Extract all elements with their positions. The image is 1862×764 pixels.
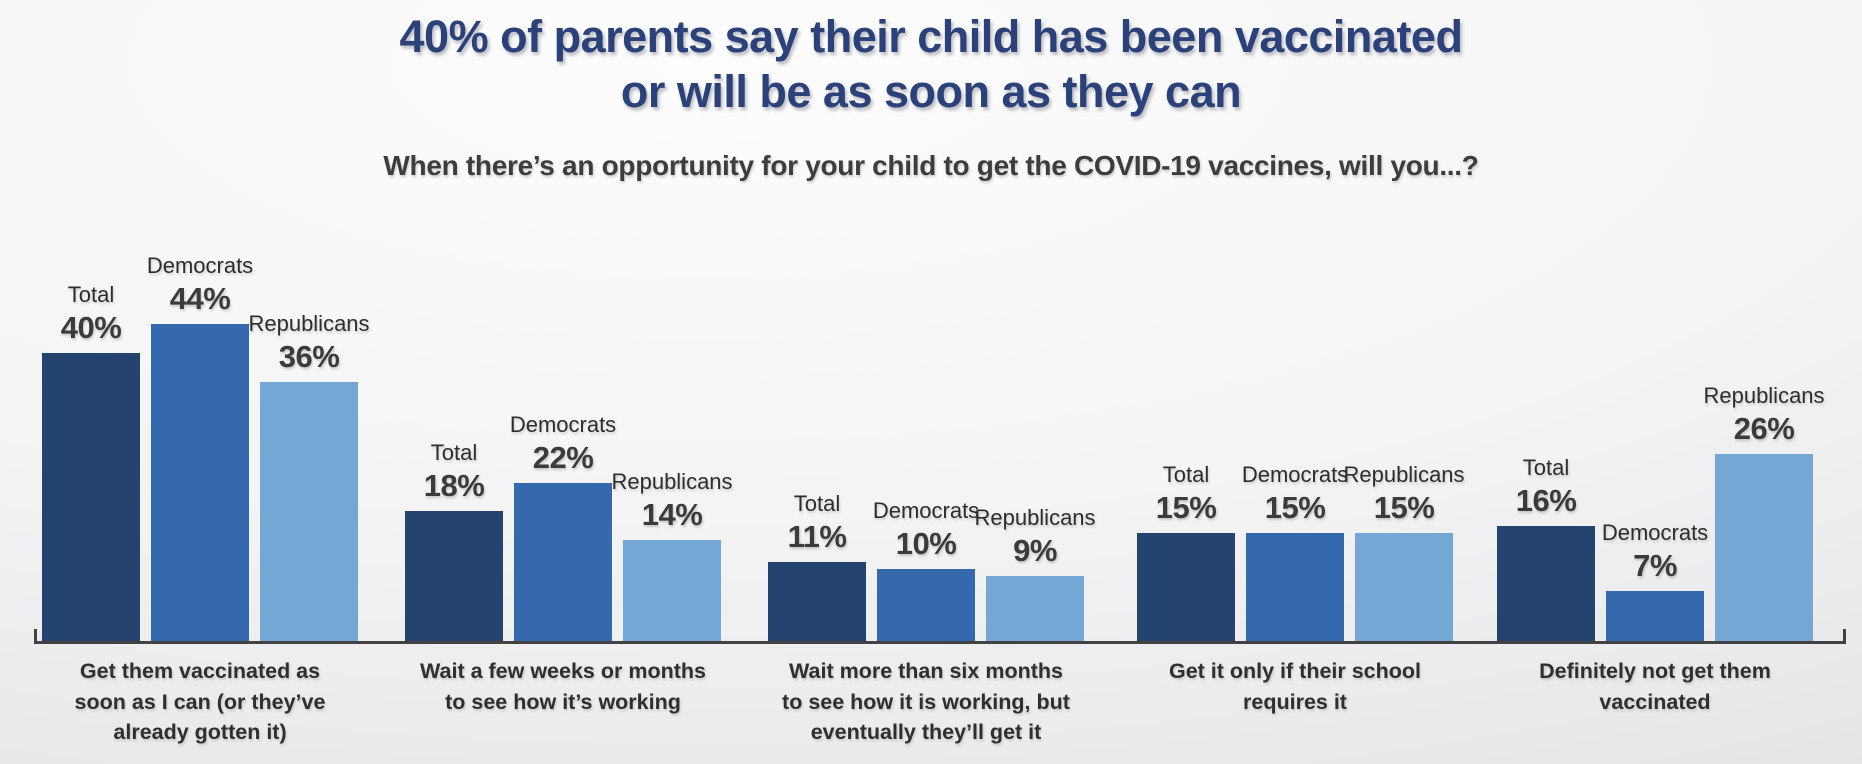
bar-column-total: Total 18% (405, 440, 503, 641)
bar-republicans (623, 540, 721, 641)
chart-subtitle: When there’s an opportunity for your chi… (383, 150, 1479, 181)
category-label-5: Definitely not get them vaccinated (1539, 659, 1771, 714)
bar-democrats (151, 324, 249, 641)
bar-republicans (986, 576, 1084, 641)
value-label-democrats: 15% (1264, 490, 1326, 525)
value-label-democrats: 10% (895, 526, 957, 561)
category-label-2: Wait a few weeks or months to see how it… (420, 659, 706, 714)
bar-column-total: Total 16% (1497, 455, 1595, 641)
bar-column-democrats: Democrats 22% (510, 412, 616, 641)
bar-republicans (260, 382, 358, 641)
value-label-democrats: 22% (532, 440, 594, 475)
value-label-total: 40% (60, 310, 122, 345)
category-label-3: Wait more than six months to see how it … (782, 659, 1070, 745)
bar-column-total: Total 11% (768, 491, 866, 641)
bar-group-5: Total 16% Democrats 7% Republicans 26% (1497, 383, 1825, 641)
bar-group-4: Total 15% Democrats 15% Republicans 15% (1137, 462, 1465, 641)
chart-title: 40% of parents say their child has been … (0, 10, 1862, 120)
bar-column-democrats: Democrats 7% (1602, 520, 1708, 641)
bar-democrats (1246, 533, 1344, 641)
category-label-1: Get them vaccinated as soon as I can (or… (74, 659, 326, 745)
bar-column-total: Total 15% (1137, 462, 1235, 641)
bar-column-republicans: Republicans 14% (611, 469, 733, 641)
value-label-republicans: 26% (1733, 411, 1795, 446)
series-label-total: Total (1522, 455, 1570, 480)
series-label-total: Total (793, 491, 841, 516)
bar-column-republicans: Republicans 26% (1703, 383, 1825, 641)
bar-column-republicans: Republicans 9% (974, 505, 1096, 641)
series-label-democrats: Democrats (1241, 462, 1349, 487)
series-label-total: Total (430, 440, 478, 465)
bar-total (405, 511, 503, 641)
series-label-total: Total (1162, 462, 1210, 487)
bar-column-democrats: Democrats 44% (147, 253, 253, 641)
bar-group-1: Total 40% Democrats 44% Republicans 36% (42, 253, 370, 641)
bar-total (42, 353, 140, 641)
bar-column-democrats: Democrats 15% (1242, 462, 1348, 641)
value-label-republicans: 14% (641, 497, 703, 532)
bar-column-republicans: Republicans 15% (1343, 462, 1465, 641)
bar-column-total: Total 40% (42, 282, 140, 641)
series-label-democrats: Democrats (1601, 520, 1709, 545)
bar-total (1497, 526, 1595, 641)
value-label-total: 15% (1155, 490, 1217, 525)
series-label-republicans: Republicans (974, 505, 1096, 530)
x-axis-line (34, 629, 1846, 644)
bar-total (1137, 533, 1235, 641)
series-label-democrats: Democrats (509, 412, 617, 437)
value-label-republicans: 36% (278, 339, 340, 374)
value-label-democrats: 44% (169, 281, 231, 316)
value-label-total: 18% (423, 468, 485, 503)
bar-democrats (877, 569, 975, 641)
category-label-4: Get it only if their school requires it (1168, 659, 1422, 714)
value-label-democrats: 7% (1633, 548, 1677, 583)
value-label-republicans: 9% (1013, 533, 1057, 568)
series-label-republicans: Republicans (611, 469, 733, 494)
bar-republicans (1355, 533, 1453, 641)
bar-group-2: Total 18% Democrats 22% Republicans 14% (405, 412, 733, 641)
value-label-total: 16% (1515, 483, 1577, 518)
bar-democrats (514, 483, 612, 641)
value-label-republicans: 15% (1373, 490, 1435, 525)
bar-republicans (1715, 454, 1813, 641)
series-label-republicans: Republicans (248, 311, 370, 336)
value-label-total: 11% (787, 519, 847, 554)
series-label-democrats: Democrats (872, 498, 980, 523)
bar-group-3: Total 11% Democrats 10% Republicans 9% (768, 491, 1096, 641)
bar-total (768, 562, 866, 641)
series-label-total: Total (67, 282, 115, 307)
bar-democrats (1606, 591, 1704, 641)
series-label-republicans: Republicans (1343, 462, 1465, 487)
bar-column-democrats: Democrats 10% (873, 498, 979, 641)
bar-column-republicans: Republicans 36% (248, 311, 370, 641)
chart-title-line-2: or will be as soon as they can (620, 65, 1242, 117)
series-label-republicans: Republicans (1703, 383, 1825, 408)
chart-title-line-1: 40% of parents say their child has been … (399, 11, 1463, 62)
series-label-democrats: Democrats (146, 253, 254, 278)
